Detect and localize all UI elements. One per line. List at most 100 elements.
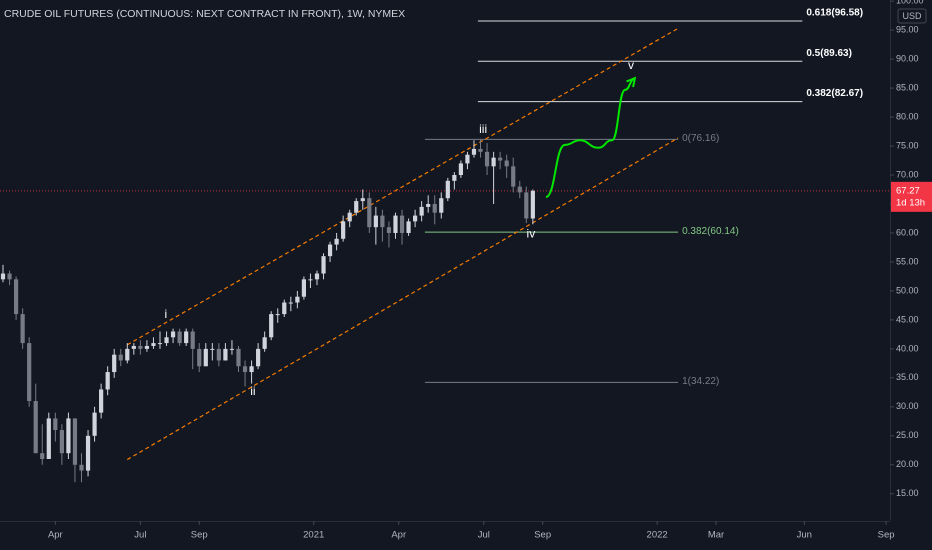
candle-body	[66, 418, 71, 454]
candle-body	[406, 221, 411, 233]
candle-body	[498, 157, 503, 161]
candle-body	[92, 412, 97, 436]
candle-body	[59, 430, 64, 454]
candle-body	[0, 273, 6, 280]
countdown-label: 1d 13h	[896, 197, 925, 208]
candle-body	[256, 348, 261, 367]
x-tick-label: Apr	[391, 530, 406, 541]
candle-body	[445, 180, 450, 199]
x-tick-label: Sep	[191, 530, 208, 541]
candle-body	[360, 198, 365, 202]
candle-body	[321, 256, 326, 274]
x-tick-label: Sep	[878, 530, 895, 541]
candle-body	[203, 348, 208, 367]
candle-body	[27, 343, 32, 402]
candle-body	[452, 175, 457, 181]
x-tick-label: Sep	[534, 530, 551, 541]
candle-body	[118, 354, 123, 361]
y-tick-label: 80.00	[896, 111, 919, 121]
currency-box	[897, 8, 927, 24]
x-tick-label: Jun	[797, 530, 812, 541]
candle-body	[393, 215, 398, 233]
last-price-tag	[891, 181, 932, 212]
fib-level-label: 0.382(82.67)	[806, 88, 863, 99]
x-tick-label: Jul	[478, 530, 490, 541]
candle-body	[151, 343, 156, 346]
candle-body	[491, 157, 496, 167]
candle-body	[177, 331, 182, 344]
candle-body	[380, 215, 385, 228]
wave-label: ii	[250, 384, 255, 398]
candle-body	[399, 215, 405, 233]
candle-body	[131, 345, 136, 349]
candle-body	[210, 348, 215, 350]
candle-body	[426, 203, 431, 207]
candle-body	[20, 314, 25, 344]
axes: 15.00 20.00 25.00 30.00 35.00 40.00 45.00 50.00…	[48, 0, 932, 541]
candle-body	[242, 366, 248, 373]
candle-body	[85, 435, 91, 471]
candle-body	[327, 244, 333, 257]
y-tick-label: 20.00	[896, 459, 919, 469]
candle-body	[190, 331, 195, 349]
y-tick-label: 35.00	[896, 372, 919, 382]
candle-body	[13, 279, 19, 315]
candle-body	[262, 337, 267, 349]
candle-body	[7, 273, 12, 280]
candle-body	[229, 348, 235, 350]
candle-body	[216, 348, 221, 361]
candle-body	[288, 302, 293, 304]
last-price-label: 67.27	[896, 185, 920, 196]
candle-body	[282, 302, 287, 315]
fib-level-label: 0.618(96.58)	[806, 8, 863, 19]
candle-body	[105, 372, 110, 390]
candle-body	[524, 192, 529, 219]
x-tick-label: 2022	[647, 530, 668, 541]
x-tick-label: 2021	[303, 530, 324, 541]
y-tick-label: 55.00	[896, 256, 919, 266]
candle-body	[347, 212, 352, 222]
candle-body	[301, 279, 307, 297]
candle-body	[308, 279, 313, 281]
candle-body	[484, 151, 490, 167]
y-tick-label: 95.00	[896, 25, 919, 35]
candle-body	[419, 206, 424, 216]
candle-body	[471, 148, 477, 155]
candle-body	[157, 343, 163, 345]
fib-level-label: 1(34.22)	[682, 376, 719, 387]
currency-label: USD	[902, 11, 922, 21]
y-tick-label: 50.00	[896, 285, 919, 295]
candle-body	[530, 190, 535, 219]
candle-body	[458, 163, 463, 176]
candle-body	[170, 331, 176, 338]
candle-body	[269, 314, 274, 338]
y-tick-label: 45.00	[896, 314, 919, 324]
y-tick-label: 40.00	[896, 343, 919, 353]
candle-body	[99, 389, 104, 413]
candle-body	[511, 166, 516, 187]
candle-body	[334, 238, 339, 245]
wave-label: i	[165, 307, 168, 321]
candle-body	[33, 401, 38, 454]
candle-body	[236, 348, 241, 367]
candle-body	[249, 366, 254, 373]
fib-level-label: 0.382(60.14)	[682, 226, 739, 237]
y-tick-label: 85.00	[896, 82, 919, 92]
candle-body	[373, 215, 378, 228]
x-tick-label: Mar	[708, 530, 724, 541]
candle-body	[504, 160, 509, 167]
candle-body	[164, 337, 169, 344]
y-tick-label: 15.00	[896, 488, 919, 498]
candle-body	[478, 148, 483, 152]
x-tick-label: Jul	[134, 530, 146, 541]
candle-body	[341, 221, 346, 239]
candle-body	[465, 154, 470, 164]
candle-body	[46, 418, 51, 459]
channel-line	[126, 137, 679, 461]
chart-title: CRUDE OIL FUTURES (CONTINUOUS: NEXT CONT…	[4, 8, 405, 20]
projection-arrowhead	[626, 76, 637, 88]
candle-body	[112, 354, 117, 373]
x-tick-label: Apr	[48, 530, 63, 541]
plot: 0.618(96.58) 0.5(89.63) 0.382(82.67) 0(76.1…	[0, 8, 890, 483]
